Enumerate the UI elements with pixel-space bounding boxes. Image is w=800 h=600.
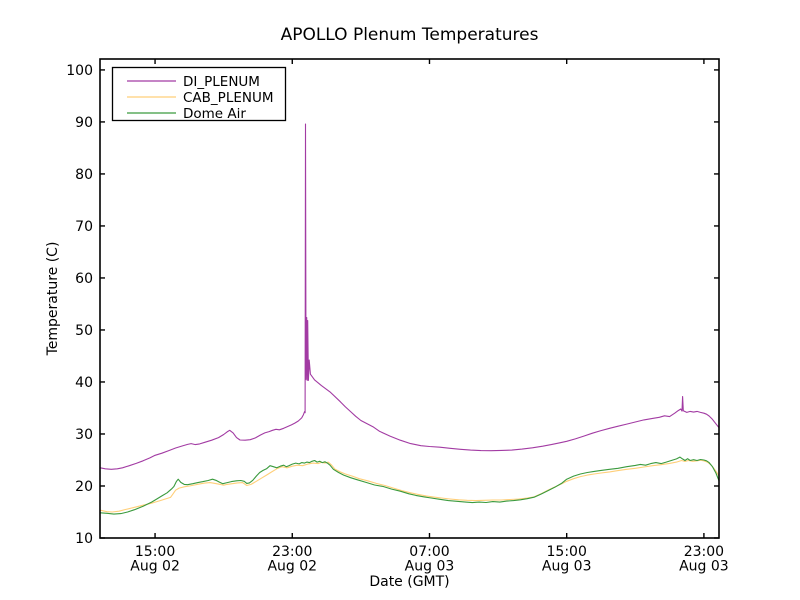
x-tick-label-time: 07:00 bbox=[409, 544, 449, 560]
y-tick-label: 50 bbox=[75, 323, 93, 339]
y-tick-label: 100 bbox=[66, 63, 93, 79]
y-tick-label: 30 bbox=[75, 427, 93, 443]
x-axis-label: Date (GMT) bbox=[369, 574, 449, 590]
legend-entry-label: Dome Air bbox=[183, 106, 246, 122]
legend-entry-label: CAB_PLENUM bbox=[183, 90, 274, 106]
x-tick-label-time: 15:00 bbox=[547, 544, 587, 560]
series-line-di-plenum bbox=[99, 123, 720, 470]
y-axis-label: Temperature (C) bbox=[45, 242, 61, 357]
x-tick-label-date: Aug 02 bbox=[130, 559, 180, 575]
legend-entry-label: DI_PLENUM bbox=[183, 74, 260, 90]
y-tick-label: 10 bbox=[75, 531, 93, 547]
series-line-dome-air bbox=[99, 456, 720, 515]
axes-frame bbox=[99, 58, 720, 539]
y-tick-label: 60 bbox=[75, 271, 93, 287]
chart-title: APOLLO Plenum Temperatures bbox=[281, 25, 539, 45]
legend-box bbox=[111, 66, 287, 122]
x-tick-label-date: Aug 03 bbox=[542, 559, 592, 575]
x-tick-label-date: Aug 03 bbox=[679, 559, 729, 575]
y-tick-label: 90 bbox=[75, 115, 93, 131]
y-tick-label: 70 bbox=[75, 219, 93, 235]
y-tick-label: 80 bbox=[75, 167, 93, 183]
y-tick-label: 40 bbox=[75, 375, 93, 391]
x-tick-label-time: 23:00 bbox=[684, 544, 724, 560]
x-tick-label-date: Aug 03 bbox=[405, 559, 455, 575]
series-line-cab-plenum bbox=[99, 459, 720, 513]
x-tick-label-date: Aug 02 bbox=[267, 559, 317, 575]
x-tick-label-time: 15:00 bbox=[135, 544, 175, 560]
y-tick-label: 20 bbox=[75, 479, 93, 495]
x-tick-label-time: 23:00 bbox=[272, 544, 312, 560]
